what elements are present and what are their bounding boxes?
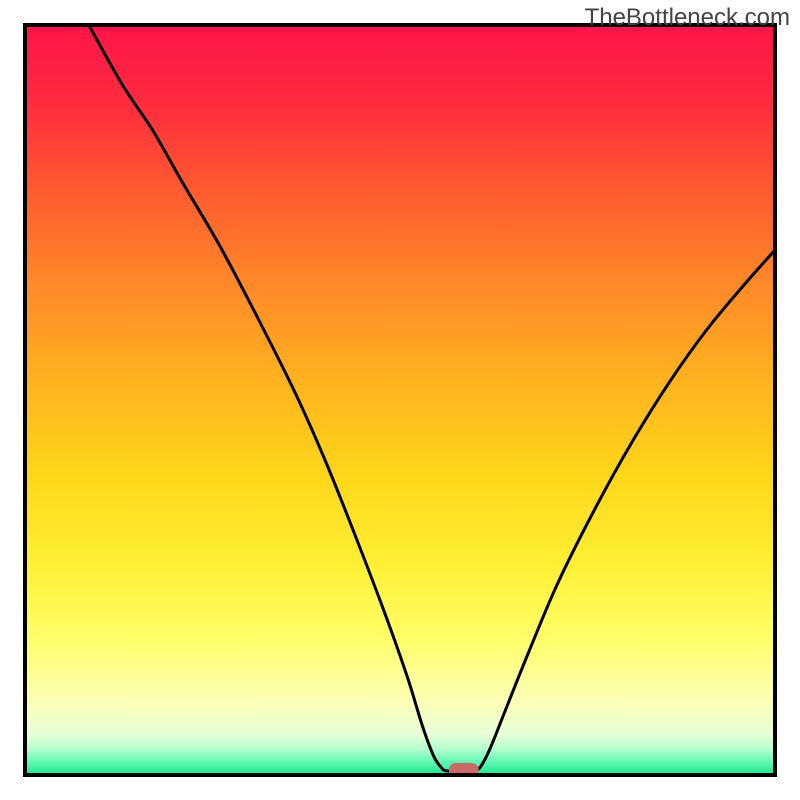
bottleneck-chart: TheBottleneck.com xyxy=(0,0,800,800)
watermark-text: TheBottleneck.com xyxy=(585,4,790,32)
gradient-background xyxy=(25,25,775,775)
chart-svg xyxy=(0,0,800,800)
plot-area xyxy=(0,0,800,800)
